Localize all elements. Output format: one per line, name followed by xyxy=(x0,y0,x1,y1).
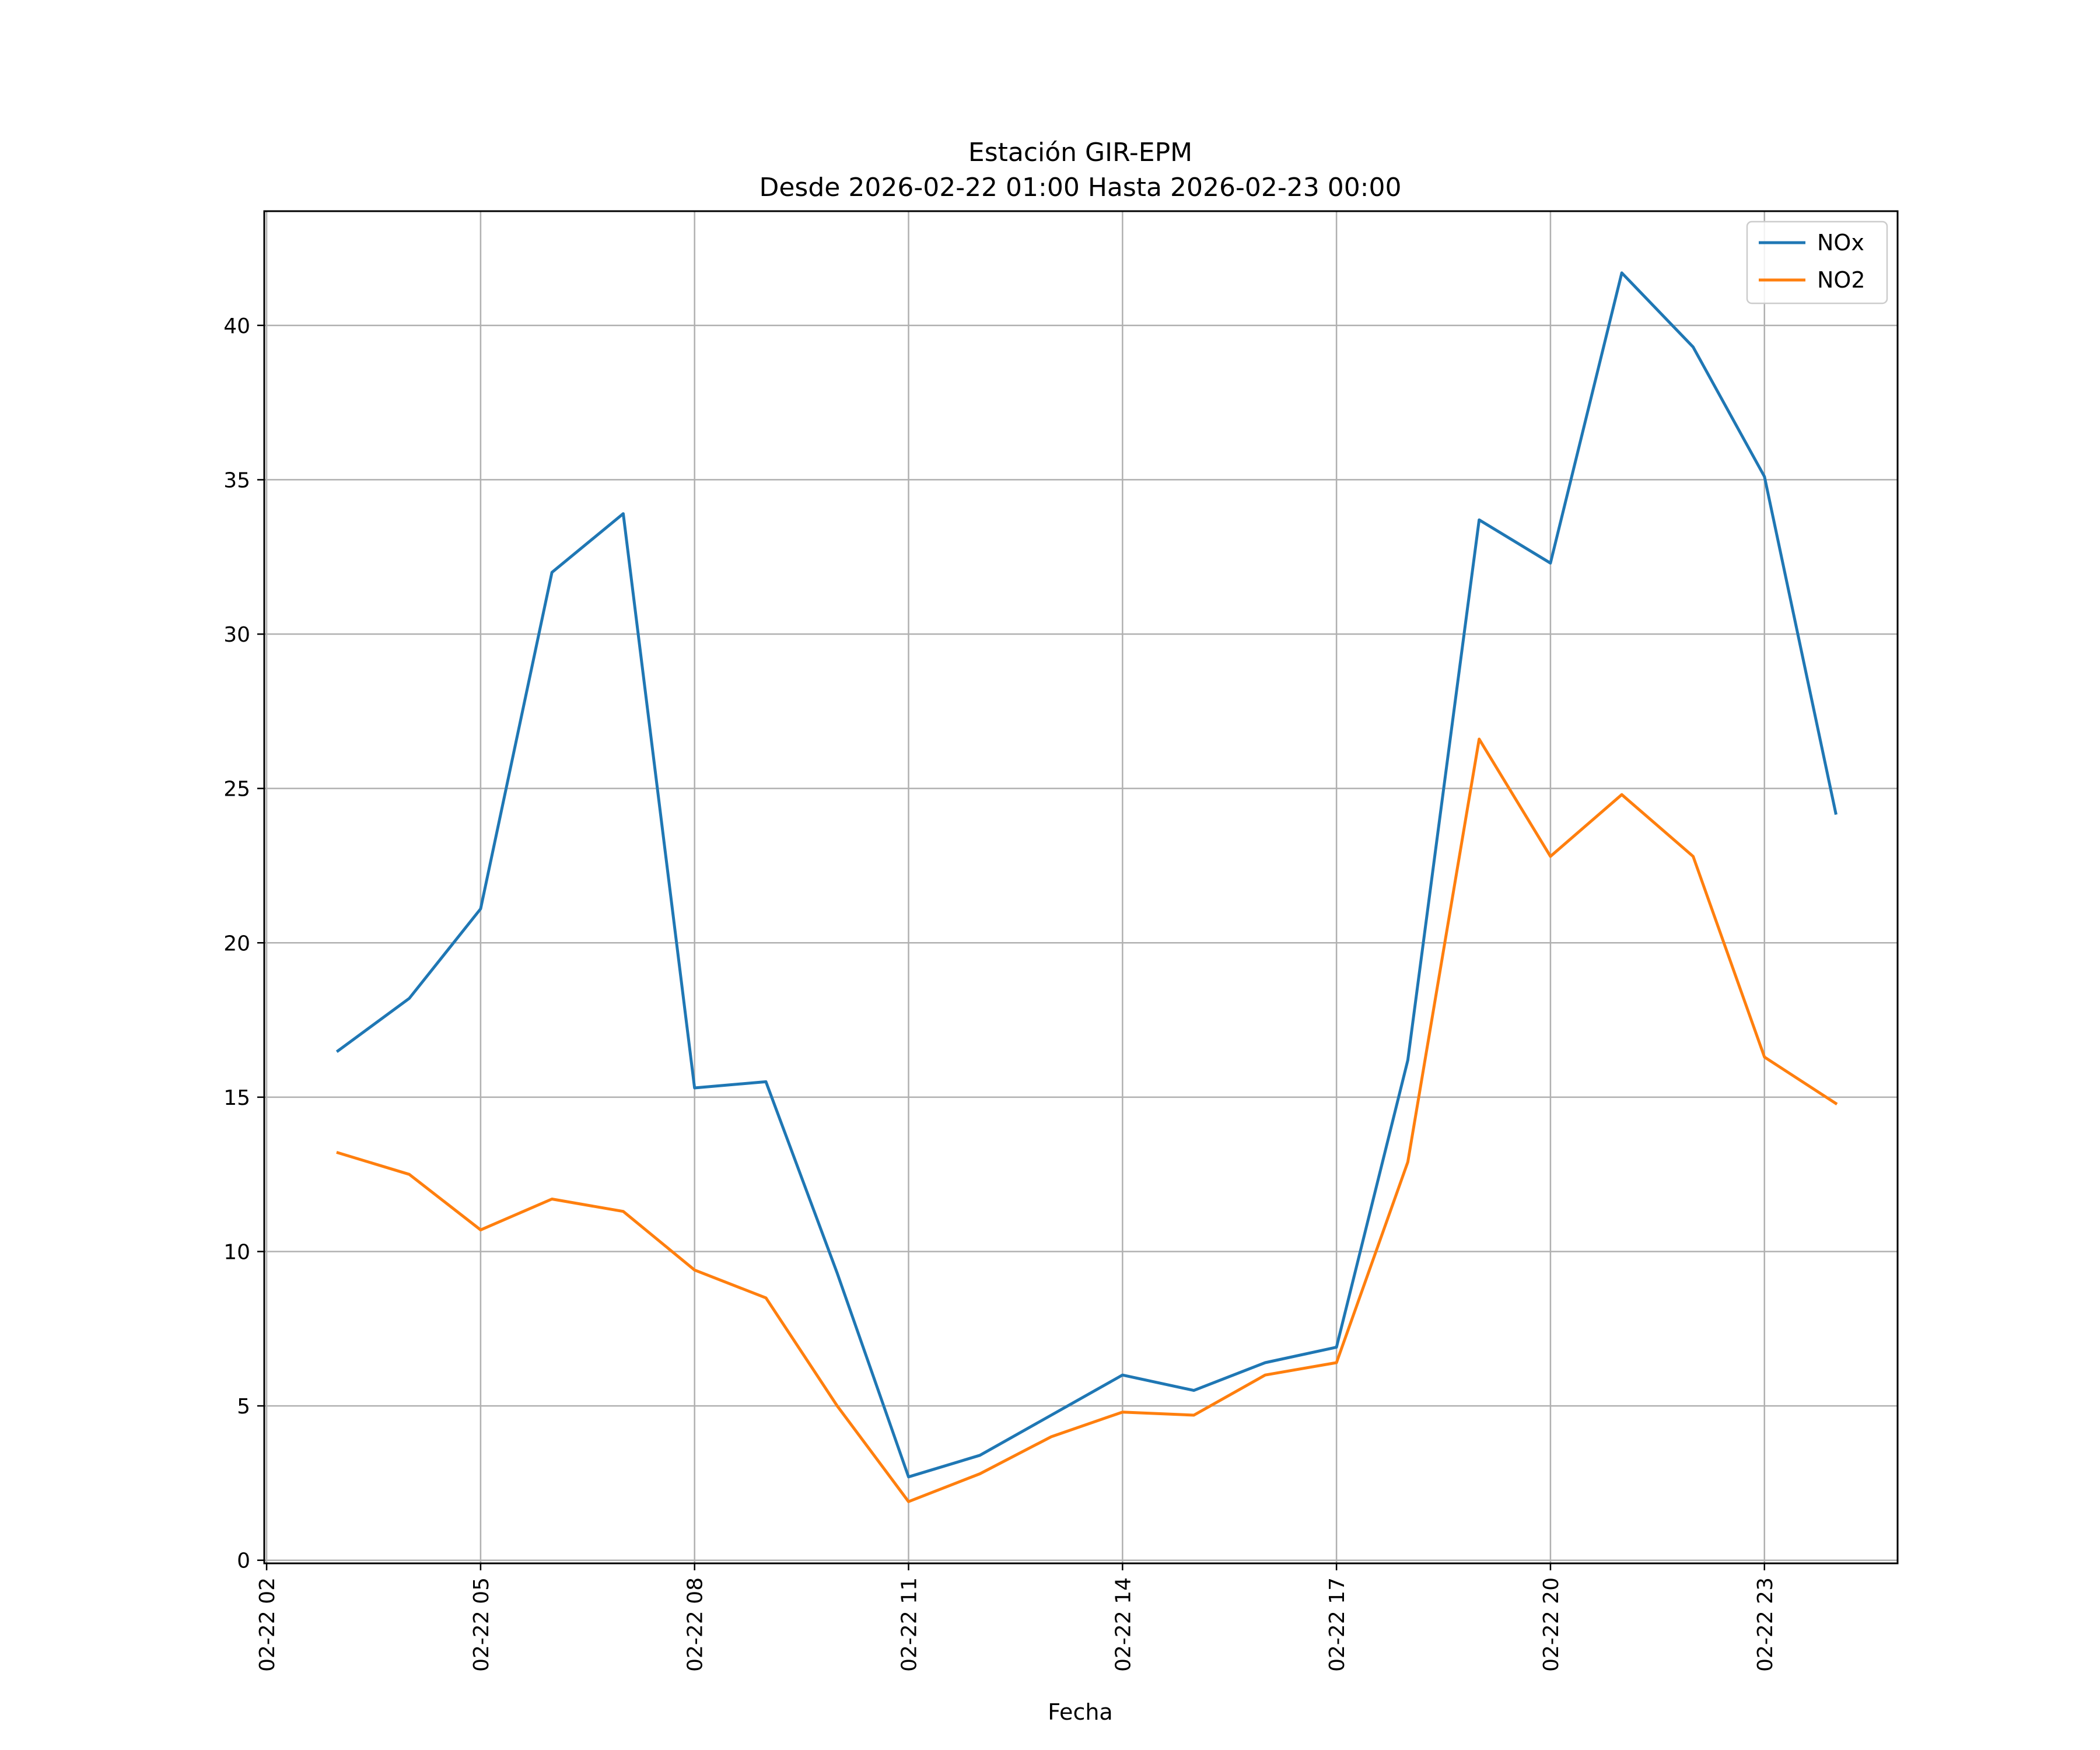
y-tick-label: 10 xyxy=(223,1240,250,1264)
chart-title: Estación GIR-EPM xyxy=(968,138,1192,167)
x-tick-label: 02-22 08 xyxy=(684,1577,708,1672)
plot-frame xyxy=(263,210,1899,1564)
x-tick-label: 02-22 11 xyxy=(898,1577,922,1672)
y-tick-label: 40 xyxy=(223,314,250,338)
grid xyxy=(264,211,1898,1563)
y-axis: 0 5 10 15 20 25 30 35 40 xyxy=(223,314,264,1573)
y-tick-label: 35 xyxy=(223,468,250,492)
y-tick-label: 0 xyxy=(237,1549,250,1573)
x-tick-label: 02-22 02 xyxy=(256,1577,279,1672)
legend-label-nox: NOx xyxy=(1817,230,1864,256)
x-tick-label: 02-22 05 xyxy=(470,1577,494,1672)
x-tick-label: 02-22 20 xyxy=(1539,1577,1563,1672)
y-tick-label: 5 xyxy=(237,1395,250,1419)
x-tick-label: 02-22 14 xyxy=(1111,1577,1135,1672)
x-axis: 02-22 02 02-22 05 02-22 08 02-22 11 02-22 14… xyxy=(256,1563,1777,1672)
y-tick-label: 15 xyxy=(223,1086,250,1110)
series-line-no2 xyxy=(336,737,1838,1503)
x-axis-label: Fecha xyxy=(1048,1699,1112,1725)
legend: NOx NO2 xyxy=(1746,220,1888,304)
y-tick-label: 20 xyxy=(223,932,250,956)
y-tick-label: 25 xyxy=(223,778,250,802)
series-lines xyxy=(335,271,1838,1503)
legend-label-no2: NO2 xyxy=(1817,267,1866,293)
chart-subtitle: Desde 2026-02-22 01:00 Hasta 2026-02-23 … xyxy=(759,173,1401,202)
x-tick-label: 02-22 23 xyxy=(1754,1577,1777,1672)
series-line-nox xyxy=(335,271,1838,1479)
x-tick-label: 02-22 17 xyxy=(1325,1577,1349,1672)
y-tick-label: 30 xyxy=(223,623,250,647)
